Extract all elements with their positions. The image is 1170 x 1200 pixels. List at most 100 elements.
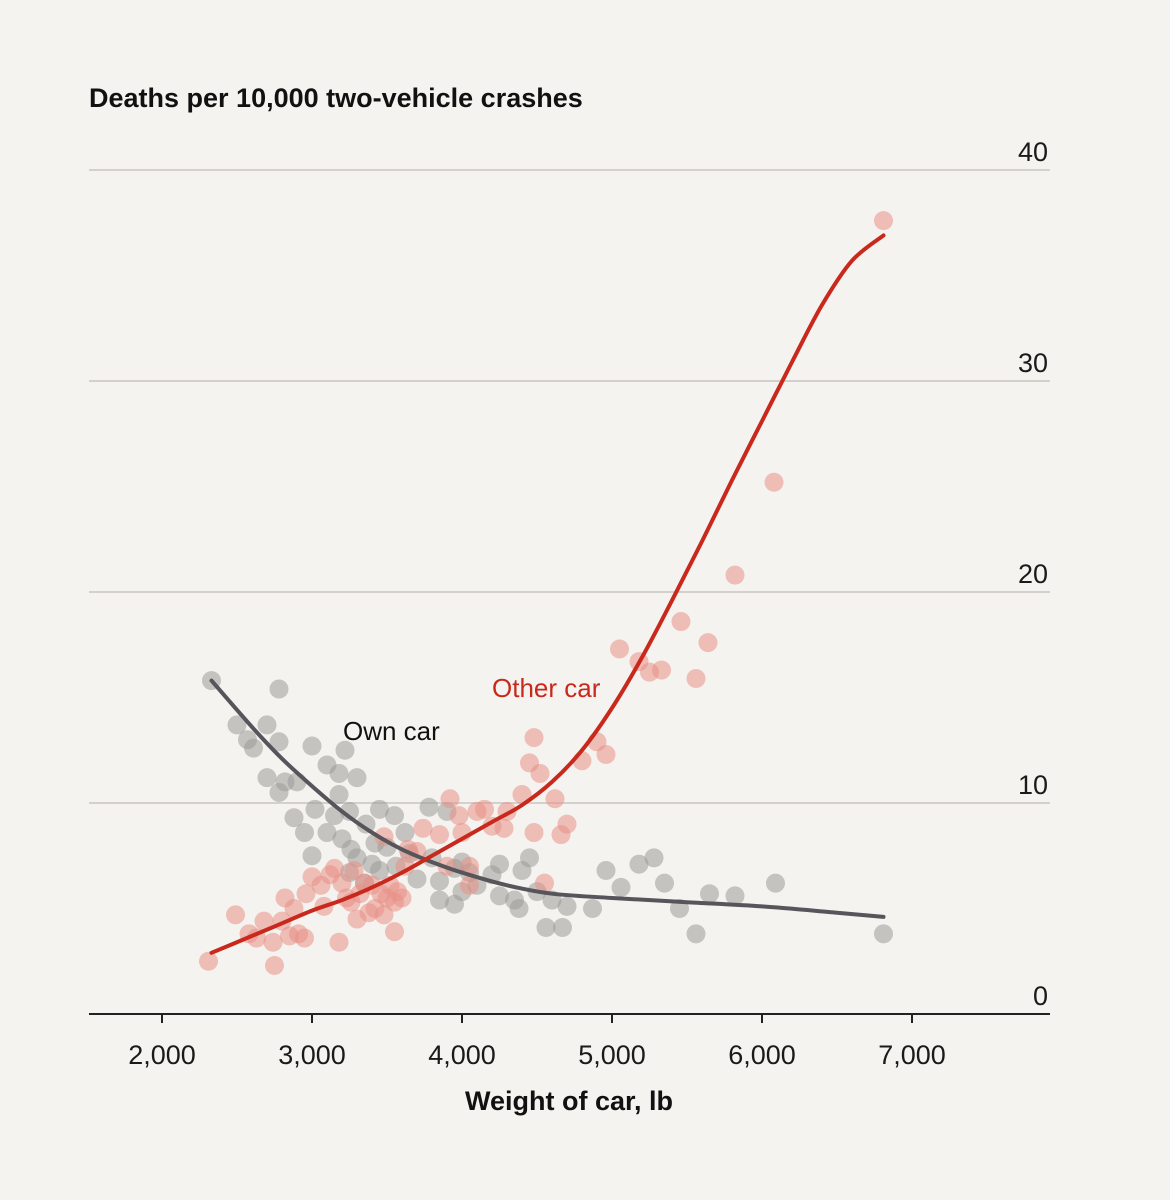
- point-own-car: [305, 799, 325, 819]
- y-tick-label: 0: [1033, 981, 1048, 1011]
- point-own-car: [553, 917, 572, 937]
- point-other-car: [332, 873, 352, 893]
- point-own-car: [257, 768, 277, 788]
- point-other-car: [199, 951, 218, 971]
- series-labels: Own car Other car: [343, 673, 601, 746]
- series-label-own-car: Own car: [343, 716, 440, 746]
- y-tick-label: 20: [1018, 559, 1048, 589]
- x-tick-label: 3,000: [278, 1040, 346, 1070]
- point-other-car: [374, 905, 394, 925]
- point-own-car: [295, 823, 314, 843]
- point-own-car: [347, 768, 367, 788]
- point-other-car: [344, 861, 364, 881]
- point-own-car: [419, 797, 439, 817]
- point-other-car: [265, 955, 284, 975]
- x-tick-label: 2,000: [128, 1040, 196, 1070]
- point-own-car: [655, 873, 674, 893]
- point-own-car: [874, 924, 893, 944]
- point-other-car: [530, 763, 550, 783]
- point-other-car: [329, 932, 349, 952]
- point-own-car: [329, 785, 349, 805]
- point-other-car: [686, 669, 706, 689]
- point-own-car: [430, 890, 449, 910]
- fit-lines: [209, 233, 886, 955]
- point-other-car: [460, 875, 479, 895]
- point-other-car: [764, 472, 784, 492]
- point-own-car: [536, 917, 556, 937]
- point-own-car: [583, 899, 602, 918]
- fit-line-other-car: [209, 233, 886, 955]
- point-other-car: [524, 728, 544, 748]
- point-other-car: [440, 789, 460, 809]
- point-other-car: [596, 744, 616, 764]
- point-own-car: [490, 854, 509, 874]
- point-other-car: [475, 799, 494, 819]
- point-own-car: [269, 679, 289, 699]
- point-own-car: [490, 886, 509, 906]
- point-other-car: [535, 873, 554, 893]
- point-other-car: [512, 785, 532, 805]
- point-other-car: [725, 565, 745, 585]
- point-own-car: [385, 806, 404, 826]
- point-own-car: [340, 801, 359, 821]
- point-own-car: [329, 763, 349, 783]
- point-other-car: [671, 612, 691, 632]
- point-own-car: [686, 924, 706, 944]
- data-points: [199, 211, 893, 975]
- point-other-car: [874, 211, 893, 231]
- y-tick-label: 10: [1018, 770, 1048, 800]
- point-own-car: [445, 894, 464, 914]
- point-own-car: [257, 715, 277, 735]
- gridlines: 0 10 20 30 40: [89, 137, 1050, 1011]
- point-other-car: [295, 928, 314, 948]
- point-own-car: [227, 715, 247, 735]
- point-other-car: [284, 899, 304, 918]
- point-own-car: [269, 732, 289, 752]
- series-label-other-car: Other car: [492, 673, 601, 703]
- point-own-car: [370, 861, 389, 881]
- point-own-car: [725, 886, 745, 906]
- point-other-car: [413, 818, 433, 838]
- x-tick-label: 6,000: [728, 1040, 796, 1070]
- point-own-car: [317, 823, 337, 843]
- point-other-car: [557, 814, 577, 834]
- x-tick-label: 5,000: [578, 1040, 646, 1070]
- point-own-car: [430, 871, 449, 891]
- x-axis-label: Weight of car, lb: [465, 1086, 673, 1116]
- point-other-car: [460, 856, 479, 876]
- point-other-car: [610, 639, 629, 659]
- point-own-car: [509, 899, 529, 918]
- point-own-car: [335, 740, 355, 760]
- point-other-car: [698, 633, 718, 653]
- chart-title: Deaths per 10,000 two-vehicle crashes: [89, 83, 583, 113]
- x-axis-ticks: 2,000 3,000 4,000 5,000 6,000 7,000: [128, 1014, 946, 1070]
- x-tick-label: 7,000: [878, 1040, 946, 1070]
- point-own-car: [700, 884, 719, 904]
- point-other-car: [449, 806, 469, 826]
- point-own-car: [269, 782, 289, 802]
- point-own-car: [557, 896, 577, 916]
- point-own-car: [370, 799, 389, 819]
- point-own-car: [629, 854, 649, 874]
- point-own-car: [395, 823, 415, 843]
- point-own-car: [644, 848, 664, 868]
- point-other-car: [395, 856, 415, 876]
- point-own-car: [596, 861, 616, 881]
- x-tick-label: 4,000: [428, 1040, 496, 1070]
- point-own-car: [356, 814, 376, 834]
- point-own-car: [284, 808, 304, 828]
- point-other-car: [296, 884, 316, 904]
- point-other-car: [494, 818, 514, 838]
- y-tick-label: 40: [1018, 137, 1048, 167]
- point-own-car: [407, 869, 427, 889]
- point-own-car: [302, 846, 322, 866]
- point-own-car: [611, 877, 631, 897]
- fit-line-own-car: [209, 678, 886, 919]
- point-other-car: [392, 888, 412, 908]
- point-other-car: [385, 922, 404, 942]
- point-other-car: [524, 823, 544, 843]
- point-own-car: [238, 730, 257, 750]
- y-tick-label: 30: [1018, 348, 1048, 378]
